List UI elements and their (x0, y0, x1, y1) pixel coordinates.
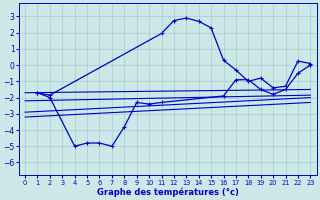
X-axis label: Graphe des températures (°c): Graphe des températures (°c) (97, 187, 239, 197)
